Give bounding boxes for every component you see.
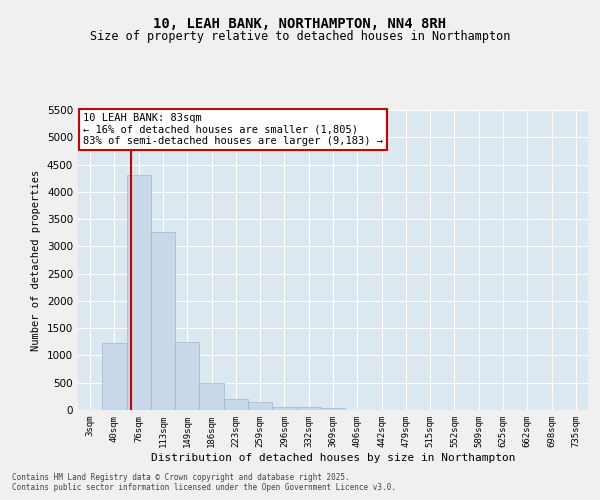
Bar bbox=[321, 408, 345, 410]
Y-axis label: Number of detached properties: Number of detached properties bbox=[31, 170, 41, 350]
Text: Contains HM Land Registry data © Crown copyright and database right 2025.: Contains HM Land Registry data © Crown c… bbox=[12, 473, 350, 482]
Text: 10, LEAH BANK, NORTHAMPTON, NN4 8RH: 10, LEAH BANK, NORTHAMPTON, NN4 8RH bbox=[154, 18, 446, 32]
Bar bbox=[102, 344, 127, 410]
Bar bbox=[151, 232, 175, 410]
Text: 10 LEAH BANK: 83sqm
← 16% of detached houses are smaller (1,805)
83% of semi-det: 10 LEAH BANK: 83sqm ← 16% of detached ho… bbox=[83, 113, 383, 146]
Bar bbox=[224, 399, 248, 410]
Bar bbox=[199, 384, 224, 410]
Text: Size of property relative to detached houses in Northampton: Size of property relative to detached ho… bbox=[90, 30, 510, 43]
Bar bbox=[248, 402, 272, 410]
Bar bbox=[296, 408, 321, 410]
Bar bbox=[127, 176, 151, 410]
Bar bbox=[272, 408, 296, 410]
Bar bbox=[175, 342, 199, 410]
X-axis label: Distribution of detached houses by size in Northampton: Distribution of detached houses by size … bbox=[151, 452, 515, 462]
Text: Contains public sector information licensed under the Open Government Licence v3: Contains public sector information licen… bbox=[12, 483, 396, 492]
